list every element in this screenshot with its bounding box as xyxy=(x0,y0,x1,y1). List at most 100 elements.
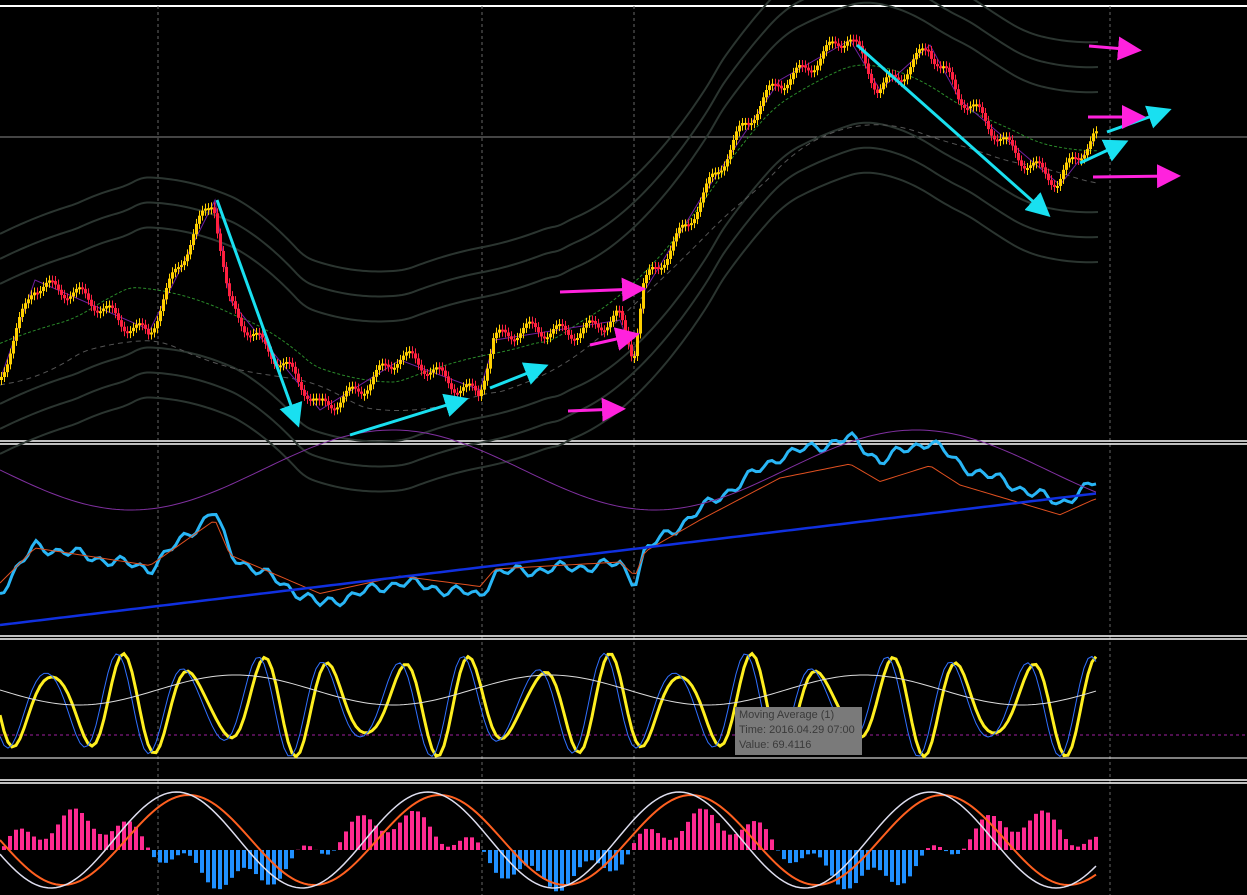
candle-body xyxy=(1092,133,1095,142)
histogram-bar xyxy=(794,850,798,863)
candle-body xyxy=(663,264,666,268)
indicator-line xyxy=(0,791,1097,889)
histogram-bar xyxy=(854,850,858,884)
candle-body xyxy=(738,125,741,132)
histogram-bar xyxy=(1040,810,1044,850)
histogram-bar xyxy=(212,850,216,889)
candle-body xyxy=(624,320,627,332)
histogram-bar xyxy=(380,830,384,850)
histogram-bar xyxy=(860,850,864,876)
candle-body xyxy=(603,330,606,333)
candle-body xyxy=(300,381,303,390)
candle-body xyxy=(393,367,396,370)
candle-body xyxy=(513,339,516,342)
candle-body xyxy=(645,274,648,284)
candle-body xyxy=(750,123,753,126)
candle-body xyxy=(675,233,678,242)
band-line xyxy=(0,1,1099,323)
histogram-bar xyxy=(746,824,750,850)
histogram-bar xyxy=(80,812,84,850)
histogram-bar xyxy=(980,819,984,850)
candle-body xyxy=(291,362,294,367)
histogram-bar xyxy=(146,847,150,850)
candle-body xyxy=(159,311,162,322)
histogram-bar xyxy=(800,850,804,859)
histogram-bar xyxy=(806,850,810,855)
histogram-bar xyxy=(872,850,876,868)
candle-body xyxy=(6,364,9,373)
candle-body xyxy=(330,405,333,409)
candle-body xyxy=(36,292,39,295)
candle-body xyxy=(156,321,159,329)
histogram-bar xyxy=(908,850,912,877)
candle-body xyxy=(144,324,147,329)
candle-body xyxy=(897,77,900,81)
candle-body xyxy=(729,149,732,160)
histogram-bar xyxy=(308,846,312,850)
candle-body xyxy=(726,159,729,167)
candle-body xyxy=(654,267,657,270)
candle-body xyxy=(795,67,798,73)
candle-body xyxy=(936,64,939,67)
candle-body xyxy=(375,369,378,377)
histogram-bar xyxy=(344,831,348,850)
candle-body xyxy=(372,376,375,385)
histogram-bar xyxy=(218,850,222,890)
histogram-bar xyxy=(188,850,192,856)
histogram-bar xyxy=(722,830,726,850)
candle-body xyxy=(234,301,237,309)
candle-body xyxy=(267,343,270,352)
candle-body xyxy=(135,324,138,328)
histogram-bar xyxy=(494,850,498,873)
candle-body xyxy=(477,390,480,397)
candle-body xyxy=(399,359,402,365)
histogram-bar xyxy=(362,815,366,850)
indicator-panel-3 xyxy=(0,791,1098,892)
candle-body xyxy=(885,77,888,83)
candle-body xyxy=(99,311,102,314)
histogram-bar xyxy=(686,821,690,850)
candle-body xyxy=(960,99,963,105)
candle-body xyxy=(723,166,726,171)
candle-body xyxy=(633,356,636,359)
histogram-bar xyxy=(422,817,426,850)
candle-body xyxy=(192,234,195,245)
candle-body xyxy=(528,321,531,324)
candle-body xyxy=(351,386,354,389)
histogram-bar xyxy=(890,850,894,882)
histogram-bar xyxy=(26,831,30,850)
candle-body xyxy=(450,383,453,390)
candle-body xyxy=(1080,158,1083,161)
candle-body xyxy=(783,88,786,91)
histogram-bar xyxy=(1058,829,1062,850)
histogram-bar xyxy=(110,831,114,850)
candle-body xyxy=(1050,180,1053,185)
candle-body xyxy=(579,333,582,338)
histogram-bar xyxy=(992,816,996,850)
candle-body xyxy=(789,79,792,85)
candle-body xyxy=(471,383,474,386)
histogram-bar xyxy=(1064,839,1068,850)
candle-body xyxy=(588,320,591,323)
candle-body xyxy=(243,326,246,333)
candle-body xyxy=(249,335,252,338)
candle-body xyxy=(294,366,297,374)
candle-body xyxy=(414,353,417,359)
histogram-bar xyxy=(1088,839,1092,850)
candle-body xyxy=(681,224,684,228)
candle-body xyxy=(123,326,126,332)
candle-body xyxy=(597,323,600,328)
candle-body xyxy=(966,107,969,110)
candle-body xyxy=(489,353,492,369)
candle-body xyxy=(963,104,966,108)
candle-body xyxy=(1005,137,1008,140)
candle-body xyxy=(225,266,228,284)
candle-body xyxy=(498,329,501,333)
candle-body xyxy=(354,386,357,389)
ma-line xyxy=(0,124,1099,412)
candle-body xyxy=(315,398,318,401)
histogram-bar xyxy=(932,845,936,850)
band-line xyxy=(0,146,1099,468)
candle-body xyxy=(84,288,87,294)
histogram-bar xyxy=(968,839,972,850)
